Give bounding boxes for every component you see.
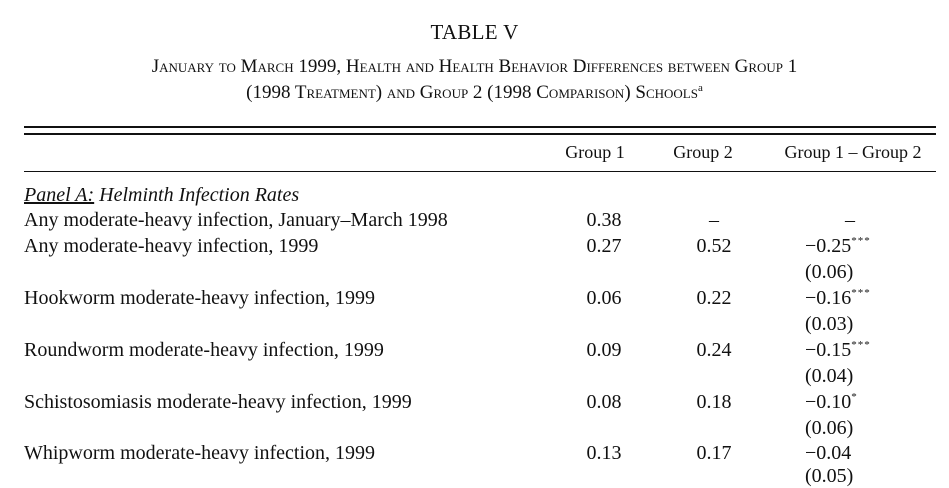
panel-a-title: Panel A: Helminth Infection Rates bbox=[24, 184, 299, 207]
top-rule-lower bbox=[24, 133, 936, 135]
row-label: Hookworm moderate-heavy infection, 1999 bbox=[24, 287, 376, 309]
row-group1-value: 0.06 bbox=[586, 287, 622, 309]
row-group1-value: 0.09 bbox=[586, 339, 622, 361]
row-difference-number: −0.25 bbox=[805, 235, 852, 257]
row-standard-error: (0.05) bbox=[805, 465, 854, 487]
row-group1-value: 0.13 bbox=[586, 442, 622, 464]
significance-stars: *** bbox=[851, 287, 871, 299]
row-difference-number: −0.10 bbox=[805, 391, 852, 413]
row-standard-error: (0.06) bbox=[805, 261, 854, 283]
row-difference-number: −0.15 bbox=[805, 339, 852, 361]
row-standard-error: (0.03) bbox=[805, 313, 854, 335]
row-difference-value: −0.10* bbox=[805, 391, 901, 414]
row-label: Roundworm moderate-heavy infection, 1999 bbox=[24, 339, 384, 361]
panel-a-label: Panel A: bbox=[24, 184, 95, 206]
row-difference-value: −0.16*** bbox=[805, 287, 901, 310]
column-header-difference: Group 1 – Group 2 bbox=[784, 142, 922, 162]
row-group2-value: 0.17 bbox=[696, 442, 732, 464]
row-group1-value: 0.38 bbox=[586, 209, 622, 231]
row-difference-value: −0.25*** bbox=[805, 235, 901, 258]
row-group1-value: 0.27 bbox=[586, 235, 622, 257]
row-group2-value: 0.24 bbox=[696, 339, 732, 361]
header-rule bbox=[24, 171, 936, 172]
significance-stars: * bbox=[851, 391, 858, 403]
table-title-line-1: January to March 1999, Health and Health… bbox=[151, 56, 798, 77]
row-group1-value: 0.08 bbox=[586, 391, 622, 413]
row-group2-value: 0.52 bbox=[696, 235, 732, 257]
table-title-line-2-text: (1998 Treatment) and Group 2 (1998 Compa… bbox=[246, 82, 698, 103]
top-rule-upper bbox=[24, 126, 936, 128]
row-difference-number: −0.16 bbox=[805, 287, 852, 309]
row-label: Whipworm moderate-heavy infection, 1999 bbox=[24, 442, 375, 464]
significance-stars: *** bbox=[851, 235, 871, 247]
row-label: Schistosomiasis moderate-heavy infection… bbox=[24, 391, 412, 413]
row-group2-value: 0.18 bbox=[696, 391, 732, 413]
row-difference-number: – bbox=[845, 209, 855, 231]
row-label: Any moderate-heavy infection, January–Ma… bbox=[24, 209, 448, 231]
table-number: TABLE V bbox=[430, 20, 519, 44]
row-group2-value: – bbox=[709, 209, 719, 231]
table-title-line-2: (1998 Treatment) and Group 2 (1998 Compa… bbox=[0, 82, 949, 104]
table-title-footnote-marker: a bbox=[697, 82, 703, 94]
row-group2-value: 0.22 bbox=[696, 287, 732, 309]
row-label: Any moderate-heavy infection, 1999 bbox=[24, 235, 319, 257]
row-difference-value: −0.04 bbox=[805, 442, 901, 465]
row-difference-value: – bbox=[805, 209, 895, 232]
panel-a-heading: Helminth Infection Rates bbox=[94, 184, 300, 206]
significance-stars: *** bbox=[851, 339, 871, 351]
row-difference-value: −0.15*** bbox=[805, 339, 901, 362]
row-difference-number: −0.04 bbox=[805, 442, 852, 464]
row-standard-error: (0.04) bbox=[805, 365, 854, 387]
column-header-group-1: Group 1 bbox=[565, 142, 625, 162]
row-standard-error: (0.06) bbox=[805, 417, 854, 439]
column-header-group-2: Group 2 bbox=[673, 142, 733, 162]
